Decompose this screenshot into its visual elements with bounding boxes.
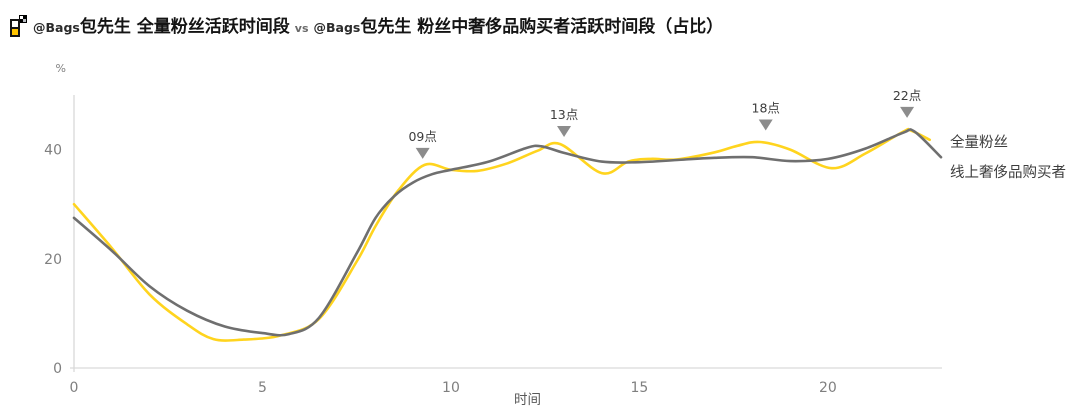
luxury-buyers-line xyxy=(72,127,931,342)
x-tick-label: 20 xyxy=(819,380,837,396)
title-series-1: 包先生 全量粉丝活跃时间段 xyxy=(79,17,290,37)
chart-title: @Bags 包先生 全量粉丝活跃时间段 vs @Bags 包先生 粉丝中奢侈品购… xyxy=(10,12,723,37)
peak-marker-triangle xyxy=(557,126,572,138)
peak-marker-triangle xyxy=(415,147,430,159)
peak-hour-label: 18点 xyxy=(752,100,780,115)
peak-marker-triangle xyxy=(900,106,915,118)
x-tick-label: 15 xyxy=(631,380,649,396)
title-vs: vs xyxy=(294,22,309,35)
all-fans-line xyxy=(72,128,943,337)
y-tick-label: 20 xyxy=(44,252,62,268)
peak-hour-label: 22点 xyxy=(893,88,921,103)
y-axis-unit-label: % xyxy=(56,62,66,75)
x-tick-label: 0 xyxy=(70,380,79,396)
legend-luxury-buyers: 线上奢侈品购买者 xyxy=(950,165,1066,181)
y-tick-label: 0 xyxy=(53,361,62,377)
peak-hour-label: 09点 xyxy=(408,129,436,144)
x-tick-label: 5 xyxy=(258,380,267,396)
peak-marker-triangle xyxy=(758,119,773,131)
x-axis-title: 时间 xyxy=(514,392,541,408)
title-account-handle-1: @Bags xyxy=(33,20,80,35)
y-tick-label: 40 xyxy=(44,143,62,159)
title-account-handle-2: @Bags xyxy=(313,20,361,35)
x-tick-label: 10 xyxy=(442,380,460,396)
peak-hour-label: 13点 xyxy=(550,107,578,122)
pivot-chart-icon xyxy=(10,14,28,37)
title-series-2: 包先生 粉丝中奢侈品购买者活跃时间段（占比） xyxy=(360,17,724,37)
legend-all-fans: 全量粉丝 xyxy=(950,135,1008,151)
